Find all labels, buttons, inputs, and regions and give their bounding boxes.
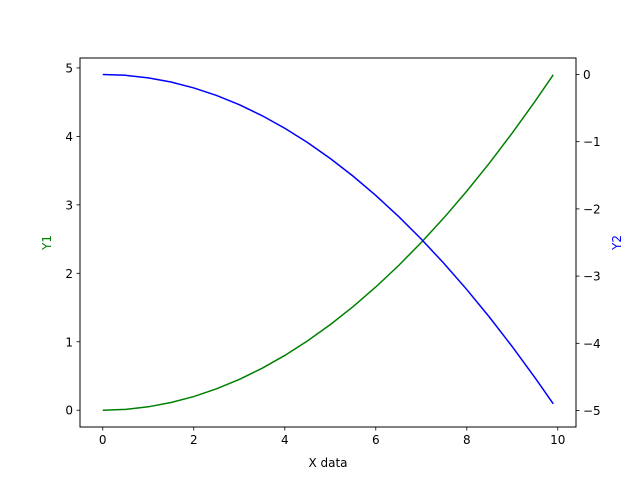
- x-axis-ticks: 0 2 4 6 8 10: [99, 427, 565, 447]
- right-y-axis-title: Y2: [610, 235, 624, 251]
- left-y-tick-label: 2: [65, 267, 73, 281]
- plot-frame: [79, 57, 577, 428]
- x-tick-label: 4: [281, 433, 289, 447]
- x-tick-label: 6: [372, 433, 380, 447]
- left-y-tick-label: 3: [65, 198, 73, 212]
- x-tick-label: 10: [550, 433, 565, 447]
- left-y-tick-label: 1: [65, 335, 73, 349]
- x-tick-label: 8: [463, 433, 471, 447]
- left-y-tick-label: 0: [65, 404, 73, 418]
- series-line-y1: [102, 74, 554, 411]
- right-y-tick-label: −4: [583, 337, 601, 351]
- x-axis-title: X data: [308, 456, 347, 470]
- series-line-y2: [102, 73, 554, 405]
- right-y-tick-label: 0: [583, 68, 591, 82]
- x-tick-label: 0: [99, 433, 107, 447]
- series-layer: [102, 73, 554, 411]
- right-y-axis-ticks: 0 −1 −2 −3 −4 −5: [576, 68, 601, 418]
- left-y-axis-ticks: 0 1 2 3 4 5: [65, 61, 80, 418]
- left-y-tick-label: 5: [65, 61, 73, 75]
- left-y-tick-label: 4: [65, 130, 73, 144]
- right-y-tick-label: −1: [583, 135, 601, 149]
- x-tick-label: 2: [190, 433, 198, 447]
- right-y-tick-label: −3: [583, 270, 601, 284]
- right-y-tick-label: −5: [583, 404, 601, 418]
- right-y-tick-label: −2: [583, 202, 601, 216]
- left-y-axis-title: Y1: [40, 235, 54, 251]
